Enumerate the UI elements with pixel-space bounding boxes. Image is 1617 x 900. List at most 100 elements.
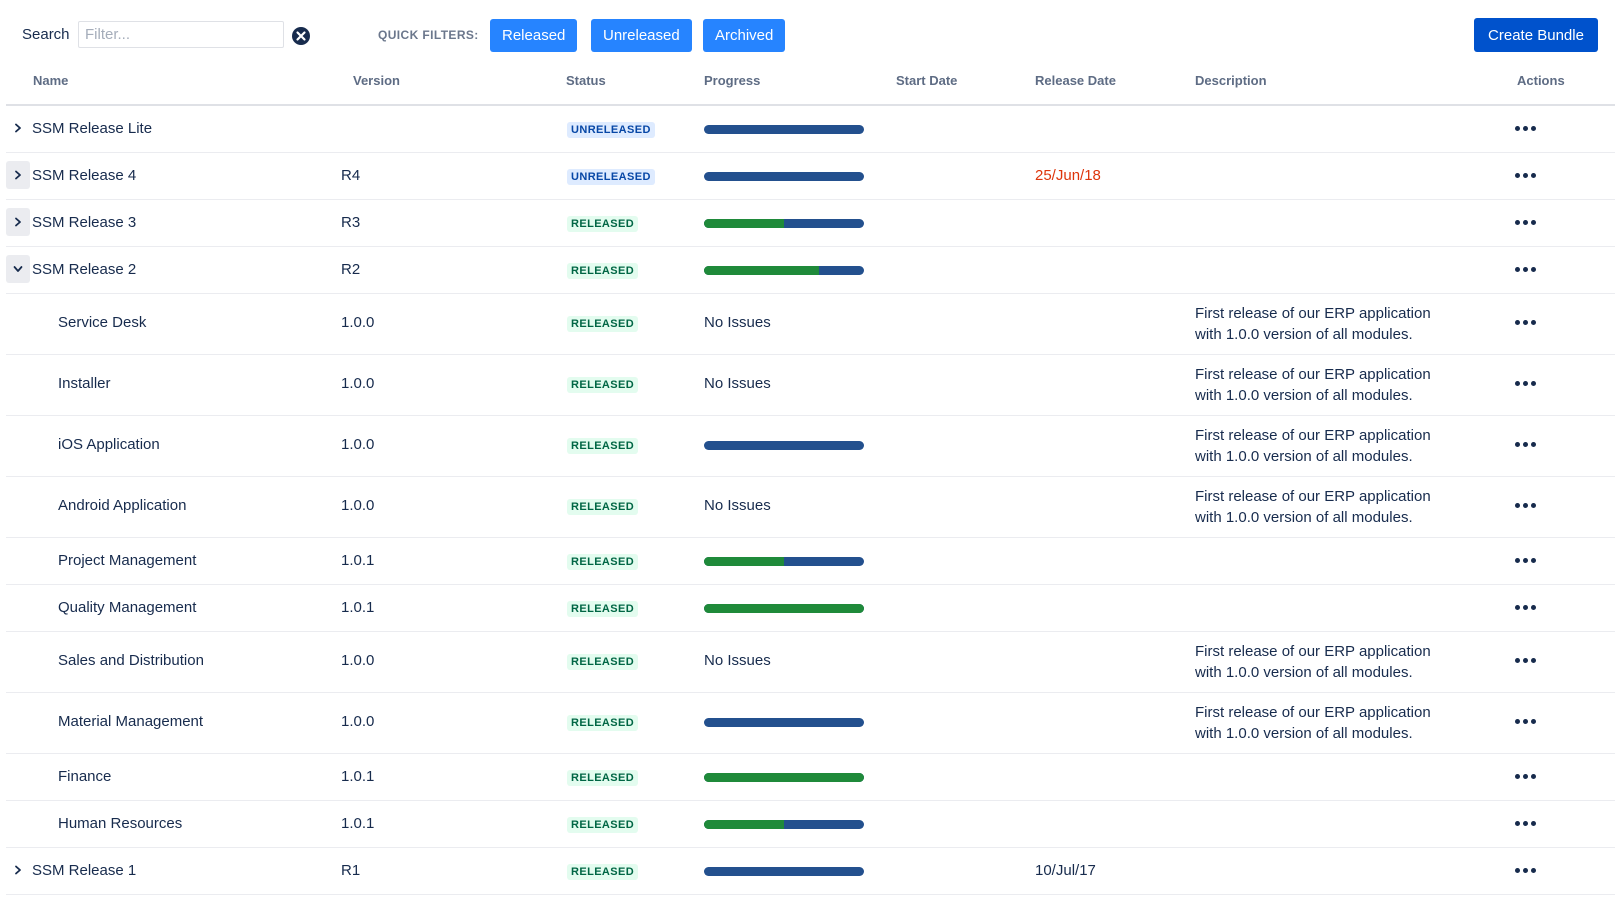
description-line: with 1.0.0 version of all modules. [1195, 387, 1413, 404]
description-line: with 1.0.0 version of all modules. [1195, 326, 1413, 343]
more-actions-button[interactable] [1510, 550, 1540, 570]
column-header-name[interactable]: Name [33, 73, 69, 88]
ellipsis-icon [1514, 718, 1536, 724]
table-row[interactable]: SSM Release 3 R3 RELEASED [6, 200, 1615, 247]
table-row[interactable]: iOS Application 1.0.0 RELEASED First releas… [6, 416, 1615, 477]
description-line: with 1.0.0 version of all modules. [1195, 664, 1413, 681]
progress-bar[interactable] [704, 219, 864, 228]
column-header-status[interactable]: Status [566, 73, 606, 88]
create-bundle-button[interactable]: Create Bundle [1474, 18, 1598, 52]
ellipsis-icon [1514, 441, 1536, 447]
filter-unreleased-button[interactable]: Unreleased [591, 19, 692, 52]
table-row[interactable]: Human Resources 1.0.1 RELEASED [6, 801, 1615, 848]
release-date: 10/Jul/17 [1035, 862, 1096, 879]
version-name[interactable]: SSM Release Lite [32, 120, 153, 137]
expand-toggle[interactable] [6, 208, 30, 236]
progress-bar[interactable] [704, 718, 864, 727]
status-badge: RELEASED [567, 715, 639, 731]
table-body: SSM Release Lite UNRELEASED SSM Release 4 R… [6, 106, 1615, 895]
version-name[interactable]: Android Application [58, 497, 187, 514]
version-name[interactable]: Material Management [58, 713, 204, 730]
filter-released-button[interactable]: Released [490, 19, 578, 52]
progress-bar[interactable] [704, 172, 864, 181]
clear-search-icon[interactable] [291, 26, 311, 46]
progress-bar[interactable] [704, 604, 864, 613]
table-row[interactable]: Installer 1.0.0 RELEASED No Issues First rel… [6, 355, 1615, 416]
progress-bar[interactable] [704, 867, 864, 876]
table-row[interactable]: Material Management 1.0.0 RELEASED First re… [6, 693, 1615, 754]
status-badge: RELEASED [567, 864, 639, 880]
version-name[interactable]: SSM Release 4 [32, 167, 137, 184]
version-name[interactable]: SSM Release 2 [32, 261, 137, 278]
quick-filters-label: QUICK FILTERS: [378, 28, 479, 42]
progress-text: No Issues [704, 314, 771, 331]
version-name[interactable]: Project Management [58, 552, 197, 569]
chevron-right-icon [13, 170, 23, 180]
column-header-start-date[interactable]: Start Date [896, 73, 958, 88]
progress-bar[interactable] [704, 820, 864, 829]
version-name[interactable]: Installer [58, 375, 111, 392]
table-row[interactable]: SSM Release 2 R2 RELEASED [6, 247, 1615, 294]
more-actions-button[interactable] [1510, 259, 1540, 279]
table-row[interactable]: SSM Release Lite UNRELEASED [6, 106, 1615, 153]
progress-bar[interactable] [704, 441, 864, 450]
more-actions-button[interactable] [1510, 650, 1540, 670]
more-actions-button[interactable] [1510, 860, 1540, 880]
more-actions-button[interactable] [1510, 165, 1540, 185]
expand-toggle[interactable] [6, 161, 30, 189]
version-number: 1.0.0 [341, 652, 375, 669]
more-actions-button[interactable] [1510, 597, 1540, 617]
description-line: First release of our ERP application [1195, 366, 1431, 383]
version-name[interactable]: Sales and Distribution [58, 652, 204, 669]
more-actions-button[interactable] [1510, 495, 1540, 515]
more-actions-button[interactable] [1510, 118, 1540, 138]
table-row[interactable]: Android Application 1.0.0 RELEASED No Issue… [6, 477, 1615, 538]
ellipsis-icon [1514, 266, 1536, 272]
more-actions-button[interactable] [1510, 212, 1540, 232]
table-row[interactable]: Finance 1.0.1 RELEASED [6, 754, 1615, 801]
more-actions-button[interactable] [1510, 373, 1540, 393]
table-row[interactable]: Quality Management 1.0.1 RELEASED [6, 585, 1615, 632]
column-header-release-date[interactable]: Release Date [1035, 73, 1116, 88]
column-header-progress[interactable]: Progress [704, 73, 761, 88]
more-actions-button[interactable] [1510, 766, 1540, 786]
more-actions-button[interactable] [1510, 813, 1540, 833]
table-row[interactable]: Service Desk 1.0.0 RELEASED No Issues First … [6, 294, 1615, 355]
search-input[interactable] [78, 21, 284, 48]
description: First release of our ERP application with… [1195, 425, 1431, 467]
table-header: Name Version Status Progress Start Date … [6, 62, 1615, 106]
expand-toggle[interactable] [6, 255, 30, 283]
table-row[interactable]: SSM Release 4 R4 UNRELEASED 25/Jun/18 [6, 153, 1615, 200]
description: First release of our ERP application with… [1195, 303, 1431, 345]
table-row[interactable]: Project Management 1.0.1 RELEASED [6, 538, 1615, 585]
progress-bar-done [704, 773, 864, 782]
ellipsis-icon [1514, 319, 1536, 325]
filter-archived-button[interactable]: Archived [703, 19, 786, 52]
expand-toggle[interactable] [6, 114, 30, 142]
description: First release of our ERP application with… [1195, 364, 1431, 406]
version-name[interactable]: Service Desk [58, 314, 147, 331]
version-name[interactable]: Quality Management [58, 599, 197, 616]
more-actions-button[interactable] [1510, 434, 1540, 454]
version-number: R2 [341, 261, 361, 278]
ellipsis-icon [1514, 867, 1536, 873]
progress-bar[interactable] [704, 773, 864, 782]
version-name[interactable]: SSM Release 3 [32, 214, 137, 231]
status-badge: RELEASED [567, 216, 639, 232]
progress-bar[interactable] [704, 557, 864, 566]
more-actions-button[interactable] [1510, 312, 1540, 332]
version-name[interactable]: Finance [58, 768, 112, 785]
version-name[interactable]: iOS Application [58, 436, 160, 453]
progress-bar[interactable] [704, 266, 864, 275]
status-badge: RELEASED [567, 499, 639, 515]
column-header-description[interactable]: Description [1195, 73, 1267, 88]
table-row[interactable]: SSM Release 1 R1 RELEASED 10/Jul/17 [6, 848, 1615, 895]
version-name[interactable]: Human Resources [58, 815, 183, 832]
version-name[interactable]: SSM Release 1 [32, 862, 137, 879]
version-number: 1.0.0 [341, 497, 375, 514]
column-header-version[interactable]: Version [353, 73, 400, 88]
table-row[interactable]: Sales and Distribution 1.0.0 RELEASED No Is… [6, 632, 1615, 693]
more-actions-button[interactable] [1510, 711, 1540, 731]
expand-toggle[interactable] [6, 856, 30, 884]
progress-bar[interactable] [704, 125, 864, 134]
